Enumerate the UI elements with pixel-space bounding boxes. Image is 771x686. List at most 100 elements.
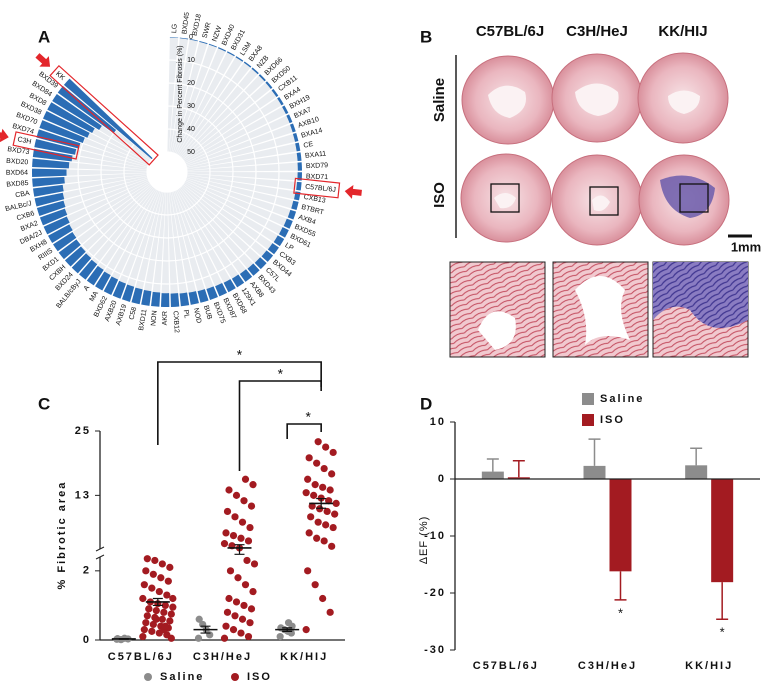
data-point: [226, 567, 235, 575]
data-point: [229, 531, 238, 540]
y-tick-label: 0: [83, 634, 91, 646]
grid-cell: [179, 186, 260, 276]
bar: [235, 56, 244, 62]
column-label: C3H/HeJ: [566, 23, 628, 40]
zoom-box: [589, 186, 619, 216]
data-point: [241, 475, 250, 483]
grid-cell: [182, 88, 279, 161]
data-point: [234, 574, 242, 582]
error-bar: [512, 460, 525, 478]
data-point: [320, 537, 328, 545]
bar: [247, 263, 260, 276]
data-point: [232, 598, 241, 606]
data-point: [169, 603, 177, 611]
bar: [86, 265, 104, 286]
fibrosis-patch: [653, 262, 748, 328]
bar: [239, 269, 253, 282]
grid-cell: [53, 182, 151, 252]
bar: [217, 47, 227, 52]
data-point: [319, 594, 327, 603]
sem-bar: [316, 497, 327, 509]
bar: [36, 200, 66, 217]
grid-cell: [181, 184, 274, 262]
zoom-panels: [449, 261, 749, 358]
arrow: [0, 128, 9, 143]
category-label: BXD11: [138, 309, 148, 332]
bar: [507, 477, 530, 479]
data-point: [319, 483, 327, 491]
category-label: BXD73: [7, 146, 30, 156]
y-tick-label: 10: [430, 416, 446, 428]
data-point: [140, 581, 148, 589]
sem-bar: [282, 627, 293, 632]
data-point: [220, 540, 229, 548]
arrow: [344, 184, 362, 199]
bar: [34, 139, 77, 155]
bar: [79, 259, 98, 280]
data-point: [166, 563, 174, 571]
category-label: KK: [54, 70, 66, 82]
data-point: [148, 584, 156, 592]
data-point: [328, 542, 336, 550]
data-point: [322, 521, 330, 529]
data-point: [166, 617, 174, 625]
axis-break: [95, 546, 105, 552]
grid-cell: [171, 40, 208, 153]
category-label: A: [83, 284, 92, 292]
x-tick-label: KK/HIJ: [280, 651, 328, 663]
y-tick-label: 2: [83, 565, 91, 577]
bar: [223, 279, 236, 293]
grid-cell: [186, 176, 299, 211]
data-point: [241, 581, 250, 589]
data-point: [161, 622, 169, 630]
grid-ring: [123, 128, 211, 216]
grid-cell: [186, 142, 301, 169]
bar: [287, 209, 297, 220]
bar: [103, 276, 119, 295]
data-point: [143, 555, 151, 563]
grid-cell: [174, 189, 228, 297]
y-tick-label: -10: [424, 530, 446, 542]
grid-cell: [175, 51, 235, 155]
bracket: [238, 380, 322, 471]
legend-label: Saline: [600, 393, 644, 405]
data-point: [276, 632, 284, 641]
data-point: [284, 619, 293, 627]
grid-cell: [179, 67, 259, 158]
bar: [39, 208, 68, 226]
data-point: [329, 448, 337, 457]
data-point: [247, 605, 256, 613]
column-label: KK/HIJ: [658, 23, 707, 40]
data-point: [240, 497, 248, 505]
bar: [52, 93, 102, 131]
category-label: C57BL/6J: [305, 184, 336, 194]
data-point: [194, 634, 203, 642]
data-point: [238, 518, 247, 526]
x-tick-label: C57BL/6J: [108, 651, 174, 663]
data-point: [229, 626, 238, 634]
bar: [267, 243, 279, 255]
panel-c: C 0 2 13 25 % Fibrotic area C57BL/6J C3H/HeJ KK/…: [38, 347, 345, 683]
grid-cell: [186, 162, 302, 172]
bar: [292, 132, 299, 142]
column-label: C57BL/6J: [476, 23, 544, 40]
grid-cell: [160, 191, 170, 307]
category-label: CXB13: [303, 194, 326, 205]
data-point: [237, 629, 245, 637]
grid-cell: [121, 190, 162, 302]
grid-cell: [186, 152, 302, 171]
error-bar: [486, 458, 499, 472]
data-point: [231, 513, 239, 521]
grid-cell: [186, 173, 302, 191]
category-label: LG: [171, 24, 178, 34]
y-tick-label: 0: [438, 473, 446, 485]
data-point: [314, 518, 322, 526]
category-label: BXA14: [300, 127, 323, 139]
category-label: C3H: [17, 136, 32, 146]
legend-label: Saline: [160, 671, 204, 683]
bar: [685, 465, 708, 479]
data-point: [143, 612, 151, 620]
grid-cell: [48, 181, 150, 244]
bar: [283, 218, 293, 229]
